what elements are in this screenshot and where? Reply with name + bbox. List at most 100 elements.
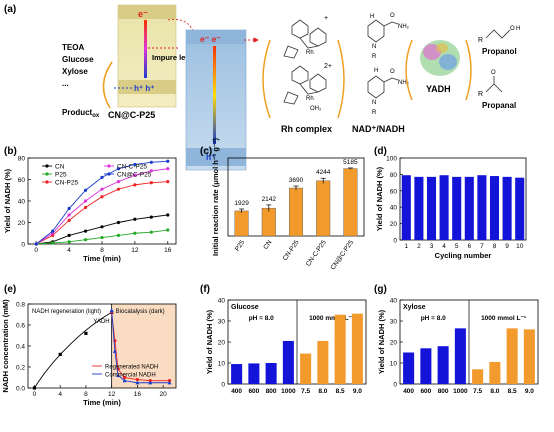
category-label-d: 10 <box>516 243 524 250</box>
bar-value-label-c: 4244 <box>316 169 331 176</box>
chart-g: 0 10 20 30 40 Yield of NADH (%) Xylose pH = 8.0… <box>377 298 539 395</box>
data-point-b <box>51 241 55 245</box>
category-label-d: 4 <box>442 243 446 250</box>
x-tick-label-e: 16 <box>134 391 142 398</box>
category-label-d: 3 <box>430 243 434 250</box>
bar-d <box>426 176 437 240</box>
nadh-structure <box>367 19 399 43</box>
x-tick-label-e: 8 <box>84 391 88 398</box>
nadh-h-atoms: H <box>370 14 374 20</box>
data-point-b <box>166 159 170 163</box>
bar-value-label-c: 3690 <box>289 177 304 184</box>
y-tick-label-d: 100 <box>386 156 397 163</box>
bar-g <box>472 369 484 384</box>
y-tick-label-b: 20 <box>18 220 26 227</box>
cn-vb-bar <box>186 148 246 166</box>
propanol-h: H <box>516 26 520 32</box>
y-tick-label-d: 20 <box>390 221 398 228</box>
data-point-b <box>166 228 170 232</box>
data-point-b <box>83 238 88 242</box>
y-axis-label-b: Yield of NADH (%) <box>3 168 12 233</box>
rh-charge-bottom: 2+ <box>324 63 332 70</box>
cn-cb-bar <box>186 30 246 44</box>
data-point-b <box>100 225 104 229</box>
legend-label-b: CN-P25 <box>55 180 79 187</box>
nad-cycle-curve <box>337 39 345 119</box>
x-tick-label-e: 0 <box>33 391 37 398</box>
chart-title-g: Xylose <box>403 304 426 311</box>
y-tick-label-d: 40 <box>390 205 398 212</box>
y-axis-label-d: Yield of NADH (%) <box>375 166 384 231</box>
bar-c <box>289 187 304 237</box>
yadh-cycle-right <box>465 39 472 101</box>
x-tick-label-b: 0 <box>34 247 38 254</box>
p25-cb-electron: e⁻ <box>138 9 148 19</box>
legend-label-e: Commercial NADH <box>105 373 156 379</box>
legend-label-b: P25 <box>55 172 67 179</box>
panel-label-d: (d) <box>374 146 387 157</box>
legend-marker-b <box>45 164 49 168</box>
category-label-c: CN <box>262 239 273 251</box>
x-tick-label-e: 4 <box>58 391 62 398</box>
data-point-b <box>67 206 71 211</box>
data-point-e <box>167 379 172 383</box>
donor-xylose: Xylose <box>62 67 88 76</box>
panel-label-e: (e) <box>4 284 16 295</box>
data-point-b <box>51 229 55 233</box>
panel-label-c: (c) <box>200 146 212 157</box>
bar-g <box>420 348 432 384</box>
category-label-d: 1 <box>404 243 408 250</box>
data-point-b <box>67 213 71 217</box>
impure-level-label: Impure level of C <box>152 53 213 62</box>
panel-a-scheme: (a) TEOA Glucose Xylose ... Productox e⁻… <box>4 4 520 171</box>
x-axis-label-e: Time (min) <box>83 398 121 407</box>
data-point-b <box>83 205 88 210</box>
data-point-b <box>67 240 71 244</box>
data-point-b <box>67 218 71 222</box>
bar-d <box>464 176 474 240</box>
group-label-g: 1000 mmol L⁻¹ <box>481 315 526 322</box>
propanol-r: R <box>478 37 483 44</box>
data-point-e <box>148 379 152 383</box>
category-label-c: P25 <box>234 239 247 253</box>
bar-d <box>452 176 462 240</box>
bar-g <box>506 328 518 384</box>
bar-c <box>316 180 331 237</box>
data-point-b <box>100 175 104 179</box>
y-tick-label-e: 0.4 <box>16 344 25 351</box>
x-tick-label-b: 16 <box>164 247 172 254</box>
rh-complex-label: Rh complex <box>281 124 332 134</box>
propanal-label: Propanal <box>482 101 516 110</box>
bar-d <box>515 177 525 240</box>
propanal-structure <box>485 76 503 93</box>
plot-frame-d <box>399 157 527 241</box>
category-label-f: 9.0 <box>353 388 362 395</box>
data-point-e <box>112 349 117 353</box>
legend-marker-b <box>45 172 49 176</box>
bar-f <box>317 340 329 384</box>
chart-e: 0.0 0.2 0.4 0.6 0.8 0 4 8 12 16 20 NADH concentrati… <box>1 299 177 407</box>
y-tick-label-b: 60 <box>18 177 26 184</box>
p25-cb-bar <box>118 5 176 19</box>
data-point-e <box>148 380 153 385</box>
x-tick-label-b: 8 <box>100 247 104 254</box>
x-axis-label-b: Time (min) <box>83 254 121 263</box>
data-point-b <box>166 180 170 184</box>
y-tick-label-d: 0 <box>393 238 397 245</box>
donor-teoa: TEOA <box>62 43 84 52</box>
bar-g <box>454 328 466 384</box>
data-point-b <box>133 173 137 177</box>
category-label-d: 9 <box>505 243 509 250</box>
propanol-structure <box>485 29 511 39</box>
category-label-d: 5 <box>455 243 459 250</box>
bar-d <box>477 175 487 240</box>
fit-curve-e <box>34 312 112 389</box>
group-label-g: pH = 8.0 <box>421 315 446 322</box>
y-tick-label-b: 80 <box>18 156 26 163</box>
bar-f <box>231 364 243 384</box>
product-ox: Productox <box>62 108 100 119</box>
p25-excitation-arrow <box>144 20 147 78</box>
bar-c <box>261 207 276 237</box>
nadh-amide: NH₂ <box>398 24 410 30</box>
